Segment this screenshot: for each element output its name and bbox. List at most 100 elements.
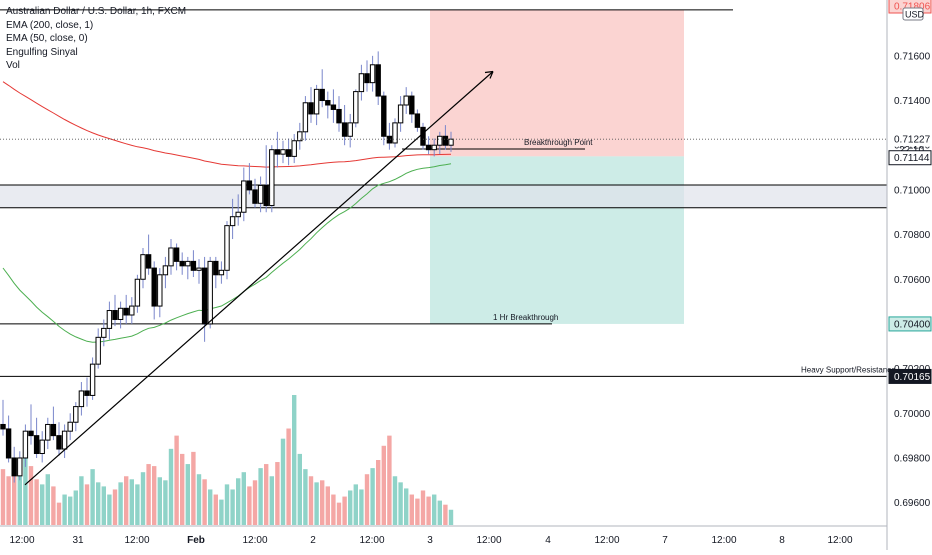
volume-bar	[73, 490, 78, 525]
current-price-badge-bg	[888, 131, 932, 147]
candle-body	[397, 104, 404, 124]
take-profit-zone	[430, 156, 684, 324]
legend-symbol[interactable]: Australian Dollar / U.S. Dollar, 1h, FXC…	[6, 6, 187, 17]
candle-body	[291, 140, 297, 157]
volume-bar	[437, 500, 442, 525]
legend-volume[interactable]: Vol	[6, 60, 20, 71]
candle-body	[213, 260, 219, 276]
volume-bar	[101, 486, 106, 525]
legend-indicator[interactable]: Engulfing Sinyal	[6, 46, 78, 58]
volume-bar	[196, 474, 202, 525]
legend-ema50[interactable]: EMA (50, close, 0)	[6, 33, 88, 44]
candle-body	[437, 135, 443, 146]
candle-body	[39, 439, 45, 455]
current-price-badge: 0.71227	[894, 135, 931, 146]
time-tick-label: Feb	[187, 535, 205, 546]
candle-body	[56, 435, 62, 450]
candle-body	[84, 390, 90, 396]
volume-bar	[297, 453, 302, 525]
volume-bar	[140, 472, 146, 525]
ema50-line	[2, 163, 452, 343]
volume-bar	[364, 474, 370, 525]
time-tick-label: 3	[427, 535, 433, 546]
candle-body	[297, 131, 303, 142]
volume-bar	[224, 484, 230, 525]
time-tick-label: 12:00	[9, 535, 34, 546]
volume-bar	[236, 478, 241, 525]
candle-body	[78, 390, 85, 408]
volume-bar	[432, 494, 437, 525]
volume-bar	[286, 428, 291, 525]
trend-arrow-head	[484, 70, 494, 79]
volume-bar	[230, 489, 235, 525]
candle-body	[0, 423, 6, 430]
price-tick-label: 0.69800	[894, 453, 931, 464]
candle-body	[246, 180, 253, 191]
candle-body	[190, 260, 197, 271]
support-price-badge-bg	[888, 368, 932, 384]
volume-bar	[12, 464, 17, 525]
legend-ema200[interactable]: EMA (200, close, 1)	[6, 19, 94, 31]
candle-body	[425, 144, 432, 151]
volume-bar	[404, 488, 409, 525]
volume-bar	[174, 435, 179, 525]
volume-bar	[370, 468, 375, 525]
candle-body	[285, 149, 292, 157]
volume-bar	[213, 494, 218, 525]
candle-body	[392, 122, 398, 144]
candle-body	[33, 435, 40, 455]
candle-body	[140, 254, 146, 280]
candle-body	[229, 216, 236, 227]
volume-bar	[376, 460, 381, 525]
time-tick-label: 8	[779, 535, 785, 546]
volume-bar	[28, 466, 34, 525]
volume-bar	[157, 477, 162, 525]
candle-body	[241, 180, 247, 213]
candle-body	[50, 423, 57, 437]
candle-body	[336, 108, 342, 124]
candle-body	[129, 305, 135, 316]
volume-bar	[107, 494, 112, 525]
candle-body	[386, 135, 393, 144]
volume-bar	[191, 451, 196, 525]
price-tick-label: 0.71400	[894, 96, 931, 107]
volume-bar	[292, 395, 297, 525]
candle-body	[67, 421, 73, 432]
candle-body	[364, 73, 370, 84]
volume-bar	[129, 479, 134, 525]
volume-bar	[62, 494, 67, 525]
candle-body	[11, 457, 17, 477]
candle-body	[341, 122, 348, 137]
volume-bar	[275, 462, 280, 525]
volume-bar	[40, 484, 45, 525]
candle-body	[358, 73, 365, 93]
volume-bar	[219, 499, 224, 525]
price-tick-label: 0.71600	[894, 51, 931, 62]
volume-bar	[84, 484, 90, 525]
candle-body	[263, 184, 269, 207]
volume-bar	[409, 494, 414, 525]
candle-body	[347, 122, 353, 137]
volume-bar	[381, 445, 386, 525]
candle-body	[319, 88, 325, 102]
candle-body	[409, 95, 415, 115]
volume-bar	[241, 472, 246, 525]
volume-bar	[51, 486, 56, 525]
volume-bar	[269, 476, 274, 525]
top-price-badge: 0.71806	[894, 2, 931, 13]
trend-line	[24, 71, 494, 486]
candle-body	[168, 247, 174, 267]
candle-body	[207, 260, 213, 325]
candle-body	[17, 457, 23, 477]
volume-bar	[124, 476, 129, 525]
candle-body	[61, 430, 68, 450]
candle-body	[185, 260, 191, 267]
time-tick-label: 2	[310, 535, 316, 546]
time-tick-label: 12:00	[124, 535, 149, 546]
volume-bar	[45, 474, 50, 525]
breakthrough-point-label: Breakthrough Point	[524, 138, 593, 147]
volume-bar	[308, 476, 314, 525]
candle-body	[123, 307, 129, 316]
volume-bar	[79, 476, 84, 525]
